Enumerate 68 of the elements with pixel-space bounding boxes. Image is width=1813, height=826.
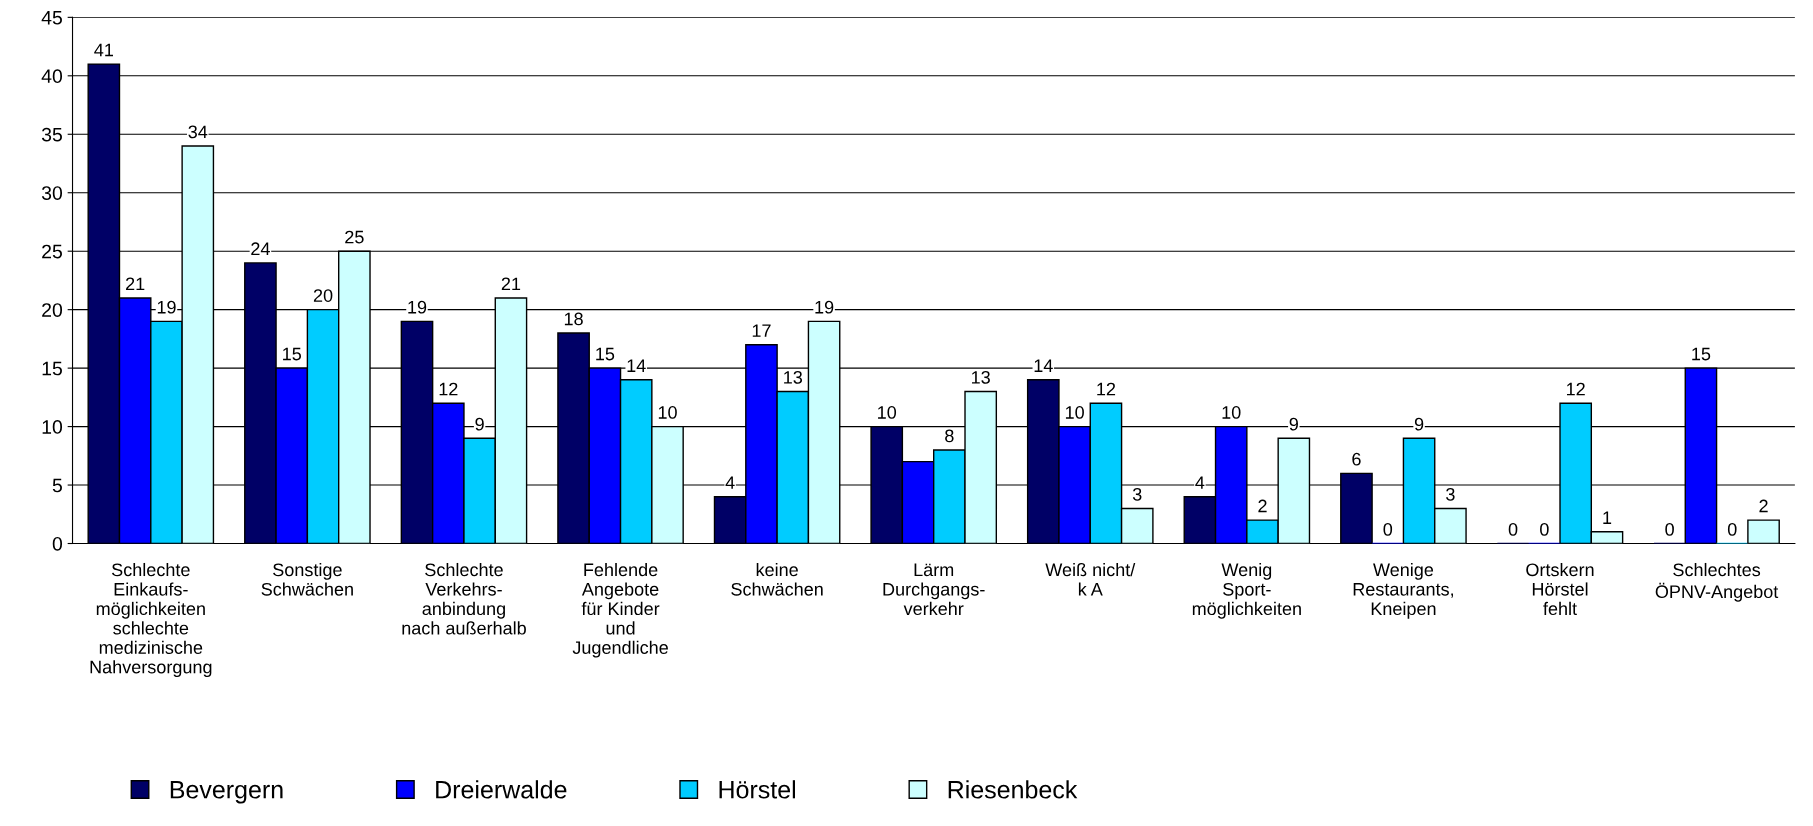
legend-label: Hörstel bbox=[719, 780, 796, 799]
data-label: 25 bbox=[345, 230, 364, 244]
y-tick-label: 45 bbox=[41, 11, 62, 25]
data-label: 12 bbox=[1097, 382, 1116, 396]
data-label: 4 bbox=[1195, 476, 1205, 489]
data-label: 17 bbox=[752, 324, 771, 337]
data-label: 1 bbox=[1603, 511, 1612, 524]
data-label: 10 bbox=[1222, 406, 1241, 419]
data-label: 18 bbox=[564, 312, 583, 326]
legend-label: Bevergern bbox=[170, 781, 283, 804]
data-label: 10 bbox=[1065, 406, 1084, 419]
x-tick-label: Schlechtes ÖPNV-Angebot bbox=[1655, 562, 1779, 602]
y-tick-label: 20 bbox=[42, 303, 63, 317]
data-label: 24 bbox=[251, 242, 270, 255]
data-label: 3 bbox=[1446, 487, 1455, 501]
data-label: 12 bbox=[439, 382, 458, 396]
data-label: 0 bbox=[1508, 522, 1518, 536]
data-label: 41 bbox=[94, 43, 113, 57]
x-tick-label: Weiß nicht/ k A bbox=[1045, 562, 1136, 596]
data-label: 0 bbox=[1540, 522, 1549, 536]
y-tick-label: 0 bbox=[52, 536, 63, 551]
data-label: 15 bbox=[1692, 347, 1711, 361]
y-tick-label: 25 bbox=[42, 244, 62, 259]
data-label: 21 bbox=[126, 277, 145, 291]
data-label: 10 bbox=[878, 406, 897, 419]
x-tick-label: Wenige Restaurants, Kneipen bbox=[1353, 562, 1453, 619]
data-label: 0 bbox=[1727, 522, 1737, 536]
data-label: 13 bbox=[784, 370, 803, 384]
x-tick-label: Lärm Durchgangs- verkehr bbox=[883, 563, 985, 616]
data-label: 6 bbox=[1352, 452, 1361, 466]
data-label: 12 bbox=[1567, 382, 1585, 396]
legend-label: Dreierwalde bbox=[436, 780, 567, 799]
y-tick-label: 30 bbox=[41, 186, 63, 200]
data-label: 15 bbox=[283, 347, 302, 361]
data-label: 4 bbox=[725, 476, 735, 489]
x-tick-label: Wenig Sport- möglichkeiten bbox=[1192, 562, 1301, 619]
data-label: 34 bbox=[188, 125, 208, 139]
data-label: 19 bbox=[815, 300, 834, 314]
x-tick-label: Fehlende Angebote für Kinder und Jugendliche bbox=[572, 562, 668, 658]
data-label: 21 bbox=[501, 277, 521, 291]
data-label: 15 bbox=[596, 347, 615, 361]
y-tick-label: 40 bbox=[41, 69, 63, 84]
x-tick-label: Sonstige Schwächen bbox=[261, 562, 353, 596]
x-tick-label: keine Schwächen bbox=[731, 562, 823, 596]
data-label: 8 bbox=[945, 429, 954, 443]
data-label: 2 bbox=[1759, 499, 1768, 513]
x-tick-label: Schlechte Verkehrs- anbindung nach außerhalb bbox=[402, 562, 526, 635]
data-label: 14 bbox=[1034, 359, 1053, 372]
legend-label: Riesenbeck bbox=[948, 780, 1078, 799]
data-label: 14 bbox=[627, 359, 646, 372]
data-label: 3 bbox=[1132, 487, 1142, 501]
data-label: 9 bbox=[1414, 417, 1424, 431]
data-label: 0 bbox=[1383, 522, 1393, 536]
data-label: 9 bbox=[1289, 417, 1298, 431]
data-label: 10 bbox=[658, 406, 677, 419]
y-tick-label: 35 bbox=[41, 127, 62, 142]
data-label: 2 bbox=[1258, 499, 1267, 513]
data-label: 19 bbox=[157, 300, 176, 314]
data-label: 13 bbox=[972, 370, 990, 384]
y-tick-label: 15 bbox=[42, 361, 62, 376]
y-tick-label: 10 bbox=[42, 420, 63, 434]
data-label: 20 bbox=[313, 289, 333, 302]
data-label: 0 bbox=[1665, 522, 1674, 536]
data-label: 19 bbox=[408, 300, 427, 314]
x-tick-label: Ortskern Hörstel fehlt bbox=[1526, 562, 1594, 616]
y-tick-label: 5 bbox=[52, 478, 62, 493]
x-tick-label: Schlechte Einkaufs- möglichkeiten schlechte medizinische Nahversorgung bbox=[90, 562, 212, 678]
data-label: 9 bbox=[475, 417, 484, 431]
